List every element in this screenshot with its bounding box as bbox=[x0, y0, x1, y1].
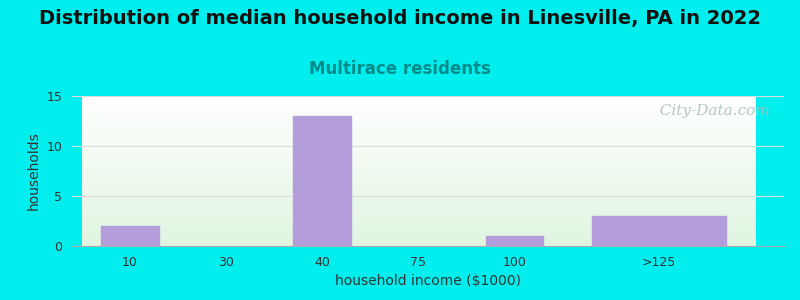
Bar bbox=[591, 216, 726, 246]
X-axis label: household income ($1000): household income ($1000) bbox=[335, 274, 521, 288]
Bar bbox=[101, 226, 158, 246]
Text: Multirace residents: Multirace residents bbox=[309, 60, 491, 78]
Bar bbox=[294, 116, 351, 246]
Y-axis label: households: households bbox=[27, 132, 41, 210]
Text: Distribution of median household income in Linesville, PA in 2022: Distribution of median household income … bbox=[39, 9, 761, 28]
Text: City-Data.com: City-Data.com bbox=[650, 103, 770, 118]
Bar bbox=[486, 236, 543, 246]
